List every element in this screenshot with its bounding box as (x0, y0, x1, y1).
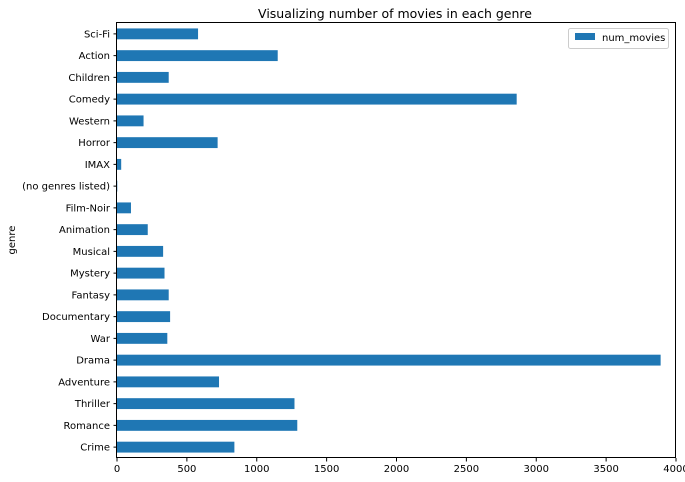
y-tick-label: Action (79, 51, 110, 62)
x-tick-label: 2000 (384, 464, 409, 475)
plot-frame (116, 22, 676, 458)
y-tick-label: Adventure (58, 377, 110, 388)
y-axis-label: genre (7, 226, 18, 255)
y-tick-label: Mystery (70, 269, 110, 280)
legend-label: num_movies (602, 33, 665, 44)
bar-war (117, 332, 168, 344)
bar-thriller (117, 398, 295, 410)
bar-film-noir (117, 202, 131, 214)
bar-mystery (117, 267, 165, 279)
x-tick-label: 0 (114, 464, 120, 475)
bar-adventure (117, 376, 220, 388)
y-tick-label: Fantasy (72, 290, 111, 301)
y-tick-label: Drama (76, 356, 110, 367)
x-tick-label: 3500 (593, 464, 618, 475)
x-tick-label: 1000 (244, 464, 269, 475)
y-tick-label: (no genres listed) (22, 182, 110, 193)
chart-title: Visualizing number of movies in each gen… (258, 6, 532, 21)
x-tick-label: 1500 (314, 464, 339, 475)
legend: num_movies (568, 28, 669, 49)
bar-imax (117, 158, 122, 170)
y-tick-label: Film-Noir (66, 203, 111, 214)
y-tick-label: Musical (73, 247, 110, 258)
legend-swatch (575, 33, 595, 40)
y-tick-label: Documentary (42, 312, 110, 323)
y-tick-label: Animation (59, 225, 110, 236)
bar-animation (117, 224, 148, 236)
x-tick-label: 3000 (524, 464, 549, 475)
y-tick-label: Comedy (69, 95, 110, 106)
bar-crime (117, 441, 235, 453)
bar-children (117, 71, 169, 83)
y-tick-label: Romance (64, 421, 110, 432)
bar-western (117, 115, 144, 127)
bar-horror (117, 137, 218, 149)
bar-comedy (117, 93, 517, 105)
x-tick-label: 500 (177, 464, 196, 475)
y-tick-label: Children (68, 73, 110, 84)
x-tick-label: 2500 (454, 464, 479, 475)
y-tick-label: War (91, 334, 111, 345)
y-tick-label: IMAX (85, 160, 110, 171)
bar-fantasy (117, 289, 169, 301)
y-tick-label: Crime (80, 443, 110, 454)
y-tick-label: Sci-Fi (84, 29, 110, 40)
x-tick-label: 4000 (663, 464, 685, 475)
bar-documentary (117, 311, 171, 323)
bar-romance (117, 419, 298, 431)
y-tick-label: Western (69, 116, 110, 127)
bar-sci-fi (117, 28, 199, 40)
y-axis-ticks: Crime Romance Thriller Adventure Drama War Doc… (22, 29, 117, 454)
bars-group (117, 28, 661, 453)
bar-action (117, 50, 278, 62)
bar-musical (117, 245, 164, 257)
y-tick-label: Horror (78, 138, 111, 149)
bar-drama (117, 354, 661, 366)
x-axis-ticks: 0 500 1000 1500 2000 2500 3000 3500 4000 (114, 458, 685, 475)
y-tick-label: Thriller (74, 399, 111, 410)
